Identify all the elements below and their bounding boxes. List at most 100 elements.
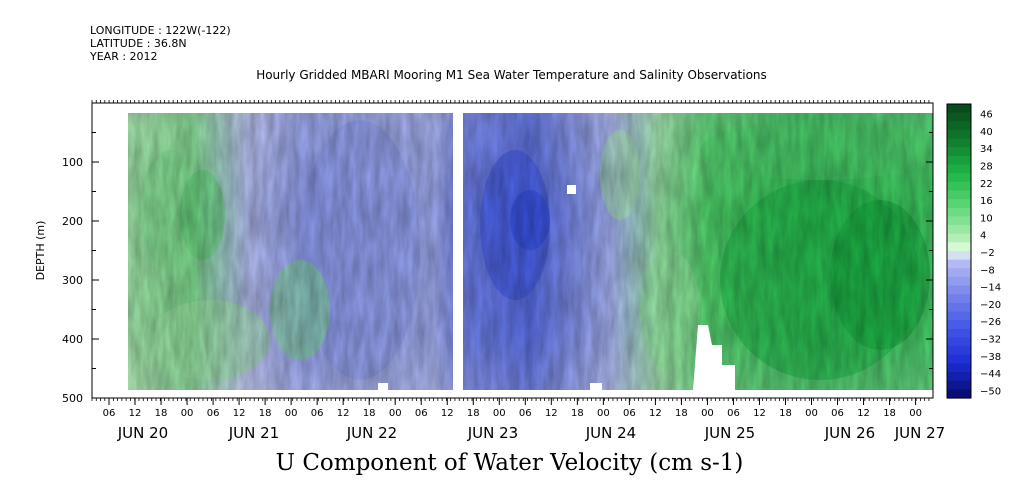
heatmap-field — [128, 113, 933, 390]
x-hour-label: 12 — [753, 408, 766, 419]
colorbar-swatch — [947, 354, 971, 365]
colorbar-level-label: 22 — [980, 179, 993, 190]
x-hour-label: 06 — [727, 408, 740, 419]
colorbar-swatch — [947, 363, 971, 373]
data-gap-jun23 — [453, 110, 463, 395]
colorbar-swatch — [947, 199, 971, 209]
colorbar-swatch — [947, 216, 971, 226]
heatmap-texture — [128, 113, 933, 390]
colorbar-swatch — [947, 389, 971, 399]
x-hour-label: 06 — [415, 408, 428, 419]
x-day-label: JUN 23 — [467, 424, 518, 442]
colorbar-level-label: −2 — [980, 248, 995, 259]
colorbar-swatch — [947, 380, 971, 390]
colorbar-swatch — [947, 268, 971, 278]
data-gap-point — [567, 185, 576, 194]
year-label: YEAR : 2012 — [90, 50, 158, 63]
colorbar-level-label: −8 — [980, 265, 995, 276]
y-tick-label: 200 — [62, 215, 83, 228]
x-day-label: JUN 24 — [585, 424, 636, 442]
x-hour-label: 18 — [779, 408, 792, 419]
x-hour-label: 18 — [467, 408, 480, 419]
x-hour-label: 06 — [831, 408, 844, 419]
x-hour-label: 00 — [389, 408, 402, 419]
colorbar-swatch — [947, 190, 971, 200]
x-hour-label: 12 — [857, 408, 870, 419]
colorbar-level-label: 10 — [980, 213, 993, 224]
colorbar-swatch — [947, 294, 971, 304]
data-gap-point — [590, 383, 602, 391]
colorbar-swatch — [947, 104, 971, 114]
colorbar-swatch — [947, 112, 971, 122]
colorbar-swatch — [947, 207, 971, 218]
colorbar-swatch — [947, 121, 971, 131]
x-hour-label: 12 — [337, 408, 350, 419]
x-hour-label: 06 — [519, 408, 532, 419]
colorbar-swatch — [947, 233, 971, 243]
data-gap-point — [378, 383, 388, 391]
colorbar-swatch — [947, 147, 971, 157]
colorbar-swatch — [947, 173, 971, 183]
colorbar-level-label: 46 — [980, 110, 993, 121]
x-day-label: JUN 27 — [894, 424, 945, 442]
y-tick-label: 100 — [62, 156, 83, 169]
colorbar-level-label: −26 — [980, 317, 1001, 328]
colorbar-level-label: 40 — [980, 127, 993, 138]
x-hour-label: 18 — [259, 408, 272, 419]
y-tick-label: 300 — [62, 274, 83, 287]
plot-area — [128, 110, 933, 395]
x-hour-label: 00 — [285, 408, 298, 419]
x-hour-label: 12 — [649, 408, 662, 419]
x-hour-label: 06 — [311, 408, 324, 419]
colorbar-level-label: −20 — [980, 300, 1001, 311]
y-tick-label: 400 — [62, 333, 83, 346]
latitude-label: LATITUDE : 36.8N — [90, 37, 187, 50]
x-hour-label: 18 — [363, 408, 376, 419]
x-hour-label: 00 — [597, 408, 610, 419]
colorbar-swatch — [947, 259, 971, 269]
x-day-label: JUN 22 — [346, 424, 397, 442]
x-hour-label: 12 — [129, 408, 142, 419]
x-day-label: JUN 20 — [117, 424, 168, 442]
chart-title: Hourly Gridded MBARI Mooring M1 Sea Wate… — [256, 68, 767, 82]
colorbar-swatch — [947, 320, 971, 330]
x-hour-label: 12 — [545, 408, 558, 419]
colorbar: 46 40 34 28 22 16 10 4 −2 −8 −14 −20 −26 −32 −38 −44 −50 — [946, 103, 1001, 399]
x-hour-label: 18 — [155, 408, 168, 419]
axes: 100 200 300 400 500 DEPTH (m) 06 12 18 00 06 12 18 00… — [34, 100, 945, 442]
x-hour-label: 12 — [441, 408, 454, 419]
colorbar-frame — [946, 103, 972, 399]
colorbar-swatch — [947, 242, 971, 252]
colorbar-swatch — [947, 337, 971, 347]
colorbar-swatch — [947, 328, 971, 339]
colorbar-level-label: −38 — [980, 352, 1001, 363]
colorbar-swatch — [947, 302, 971, 313]
colorbar-swatch — [947, 225, 971, 235]
x-hour-label: 18 — [675, 408, 688, 419]
colorbar-swatch — [947, 181, 971, 192]
y-tick-label: 500 — [62, 392, 83, 405]
colorbar-level-label: 16 — [980, 196, 993, 207]
colorbar-swatch — [947, 346, 971, 356]
x-hour-label: 00 — [701, 408, 714, 419]
colorbar-swatch — [947, 372, 971, 382]
longitude-label: LONGITUDE : 122W(-122) — [90, 24, 231, 37]
data-gap-jun25 — [693, 325, 735, 392]
x-hour-label: 06 — [103, 408, 116, 419]
x-day-label: JUN 25 — [704, 424, 755, 442]
colorbar-level-label: 4 — [980, 231, 986, 242]
colorbar-level-label: −44 — [980, 369, 1001, 380]
colorbar-level-label: −14 — [980, 283, 1001, 294]
colorbar-level-label: 28 — [980, 162, 993, 173]
colorbar-level-label: 34 — [980, 144, 993, 155]
x-day-label: JUN 21 — [228, 424, 279, 442]
colorbar-swatch — [947, 138, 971, 148]
x-hour-label: 06 — [623, 408, 636, 419]
x-hour-label: 18 — [571, 408, 584, 419]
colorbar-swatch — [947, 311, 971, 321]
colorbar-swatch — [947, 129, 971, 140]
colorbar-level-label: −50 — [980, 386, 1001, 397]
x-day-label: JUN 26 — [824, 424, 875, 442]
colorbar-label: U Component of Water Velocity (cm s-1) — [275, 450, 744, 476]
colorbar-swatch — [947, 155, 971, 166]
